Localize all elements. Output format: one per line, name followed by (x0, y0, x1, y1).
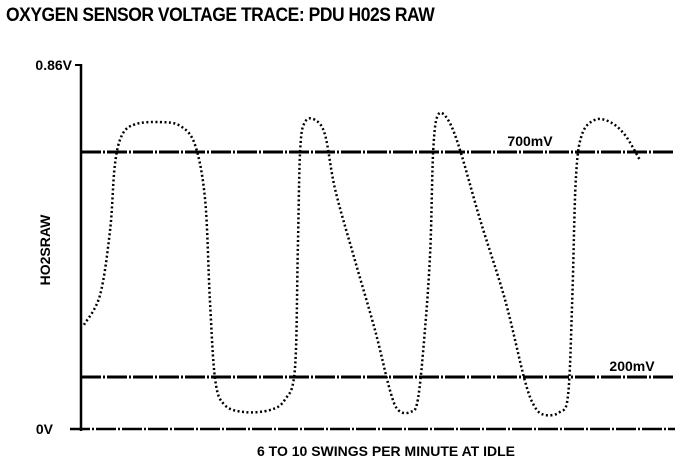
voltage-trace (82, 111, 642, 417)
x-axis-label: 6 TO 10 SWINGS PER MINUTE AT IDLE (257, 443, 515, 459)
ref-label-700mv: 700mV (507, 133, 553, 149)
chart-title: OXYGEN SENSOR VOLTAGE TRACE: PDU H02S RA… (6, 5, 435, 26)
ref-label-200mv: 200mV (609, 358, 655, 374)
y-tick-label-zero: 0V (36, 421, 54, 437)
y-axis-label: HO2SRAW (37, 214, 53, 286)
y-tick-label-top: 0.86V (35, 57, 72, 73)
